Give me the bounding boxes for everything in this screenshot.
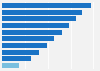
Bar [2,63,19,68]
Bar [2,23,69,28]
Bar [2,50,39,55]
Bar [2,16,76,21]
Bar [2,56,31,61]
Bar [2,36,54,41]
Bar [2,10,82,15]
Bar [2,3,91,8]
Bar [2,30,62,35]
Bar [2,43,47,48]
